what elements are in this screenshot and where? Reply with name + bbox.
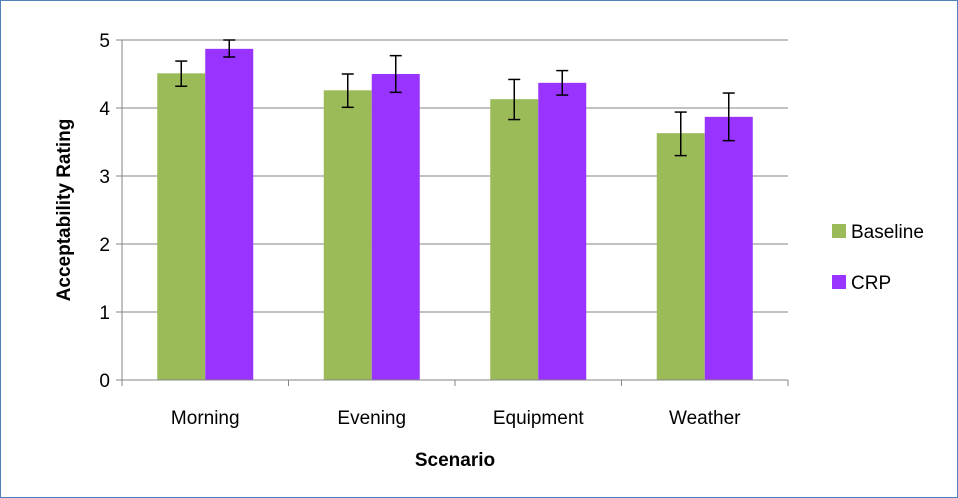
y-tick-label: 4: [99, 99, 110, 120]
bar-crp-weather: [704, 116, 753, 380]
y-tick-label: 5: [99, 31, 110, 52]
legend-swatch-baseline: [832, 224, 846, 238]
bar-crp-equipment: [538, 82, 587, 380]
y-tick-label: 0: [99, 371, 110, 392]
x-tick-label: Evening: [337, 408, 406, 429]
legend-label-baseline: Baseline: [851, 222, 924, 243]
legend-swatch-crp: [832, 275, 846, 289]
x-ticks: Morning Evening Equipment Weather: [121, 380, 789, 429]
bar-baseline-equipment: [490, 99, 539, 380]
y-tick-label: 2: [99, 235, 110, 256]
error-bars: [175, 39, 735, 157]
bars: [157, 48, 753, 381]
legend-label-crp: CRP: [851, 273, 891, 294]
y-axis-title: Acceptability Rating: [54, 119, 75, 302]
x-tick-label: Weather: [669, 408, 741, 429]
legend: Baseline CRP: [832, 222, 924, 294]
y-tick-label: 3: [99, 167, 110, 188]
x-tick-label: Morning: [171, 408, 240, 429]
bar-crp-morning: [205, 48, 254, 381]
bar-baseline-evening: [323, 90, 372, 380]
y-tick-label: 1: [99, 303, 110, 324]
y-ticks: 0 1 2 3 4 5: [99, 31, 122, 392]
x-tick-label: Equipment: [493, 408, 585, 429]
bar-crp-evening: [371, 74, 420, 380]
bar-baseline-morning: [157, 73, 206, 380]
x-axis-title: Scenario: [415, 450, 495, 471]
bar-baseline-weather: [656, 133, 705, 380]
